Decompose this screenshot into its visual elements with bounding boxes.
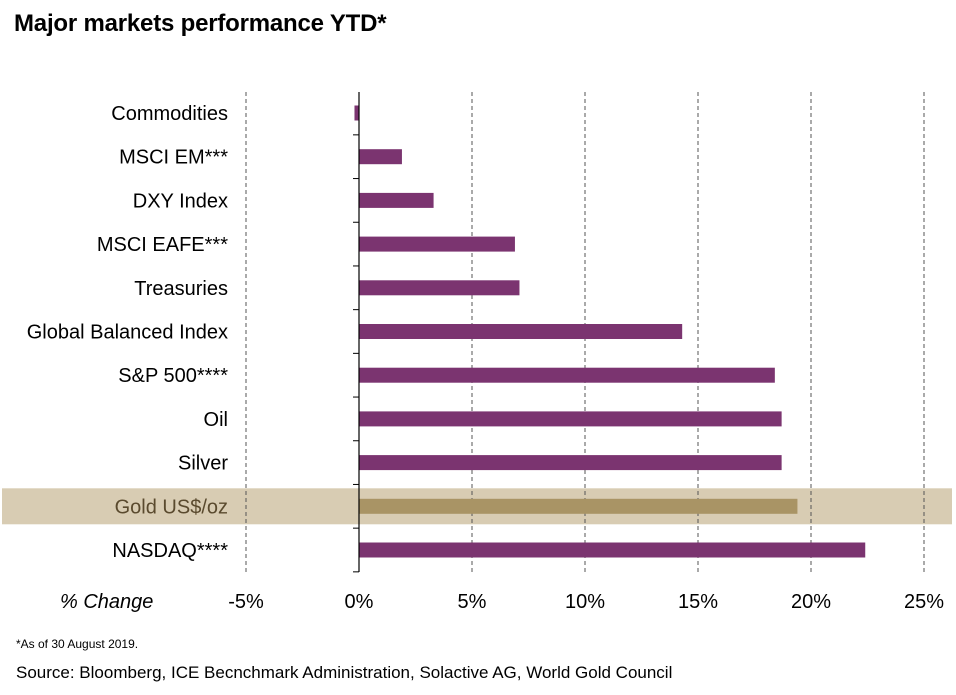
bar <box>359 192 434 208</box>
category-label: S&P 500**** <box>118 365 228 387</box>
x-tick-label: 25% <box>904 591 944 613</box>
bar-layer <box>354 105 866 558</box>
bar <box>359 149 402 165</box>
bar <box>359 367 775 383</box>
category-label: Global Balanced Index <box>27 322 228 344</box>
category-label: NASDAQ**** <box>112 540 228 562</box>
bar <box>359 280 520 296</box>
bar <box>354 105 359 121</box>
category-label: Treasuries <box>134 278 228 300</box>
category-label: MSCI EAFE*** <box>97 234 228 256</box>
category-label: DXY Index <box>133 190 228 212</box>
x-tick-label: 10% <box>565 591 605 613</box>
category-label: Silver <box>178 453 228 475</box>
x-tick-label: 15% <box>678 591 718 613</box>
x-tick-label: 20% <box>791 591 831 613</box>
bar <box>359 542 866 558</box>
chart-title: Major markets performance YTD* <box>14 10 387 37</box>
x-tick-label: 0% <box>345 591 374 613</box>
footnote: *As of 30 August 2019. <box>16 637 139 651</box>
bar <box>359 498 798 514</box>
bar <box>359 455 782 471</box>
category-label-layer: Commodities MSCI EM*** DXY Index MSCI EAFE*… <box>27 103 229 562</box>
x-tick-label: 5% <box>458 591 487 613</box>
category-label: Commodities <box>111 103 228 125</box>
tick-label-layer: -5% 0% 5% 10% 15% 20% 25% % Change <box>60 591 944 613</box>
x-tick-label: -5% <box>228 591 264 613</box>
bar <box>359 324 683 339</box>
bar <box>359 411 782 427</box>
category-label: MSCI EM*** <box>119 147 228 169</box>
bar <box>359 236 515 252</box>
category-label: Oil <box>204 409 228 431</box>
source-note: Source: Bloomberg, ICE Becnchmark Admini… <box>16 663 673 682</box>
category-label: Gold US$/oz <box>115 496 228 518</box>
axis-layer <box>353 92 360 573</box>
x-axis-label: % Change <box>60 591 153 613</box>
